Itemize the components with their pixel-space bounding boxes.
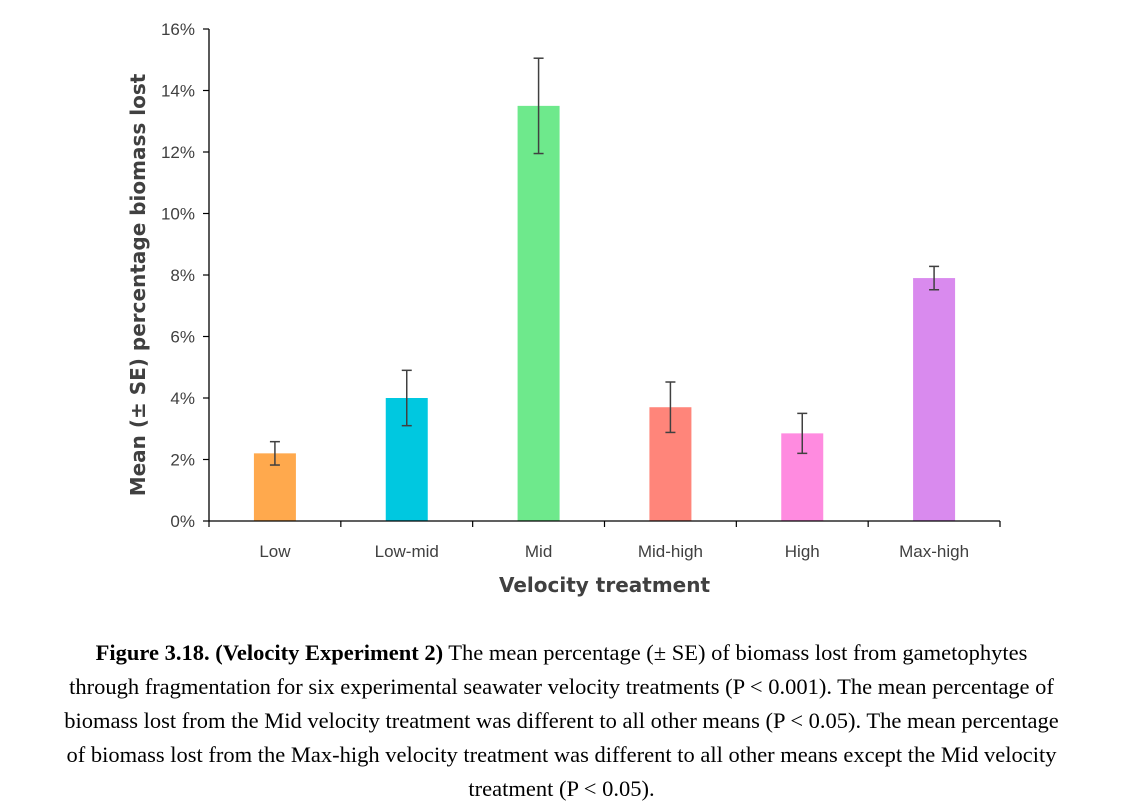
- caption-line-5: treatment (P < 0.05).: [468, 776, 655, 801]
- error-bar: [665, 381, 676, 434]
- error-bar: [269, 440, 280, 466]
- bar: [913, 278, 956, 521]
- error-bar: [401, 369, 412, 427]
- y-tick-label: 8%: [170, 266, 195, 285]
- caption-figure-label: Figure 3.18. (Velocity Experiment 2): [95, 640, 444, 665]
- x-tick-label: High: [785, 542, 820, 561]
- bars: [253, 105, 956, 521]
- caption-line-1: Figure 3.18. (Velocity Experiment 2) The…: [8, 636, 1115, 670]
- y-tick-label: 6%: [170, 328, 195, 347]
- y-axis-title: Mean (± SE) percentage biomass lost: [126, 73, 150, 496]
- figure-caption: Figure 3.18. (Velocity Experiment 2) The…: [8, 636, 1115, 806]
- caption-line-2: through fragmentation for six experiment…: [69, 674, 1054, 699]
- caption-line-3: biomass lost from the Mid velocity treat…: [64, 708, 1059, 733]
- error-bars: [269, 57, 940, 466]
- x-axis-title: Velocity treatment: [499, 573, 711, 597]
- bar-chart: 0% 2% 4% 6% 8% 10% 12% 14% 16% Low Low-mid Mid Mid-…: [126, 20, 1001, 597]
- y-axis-ticks: 0% 2% 4% 6% 8% 10% 12% 14% 16%: [161, 20, 209, 531]
- caption-line-4: of biomass lost from the Max-high veloci…: [66, 742, 1057, 767]
- x-tick-label: Mid-high: [638, 542, 703, 561]
- y-tick-label: 2%: [170, 451, 195, 470]
- error-bar: [533, 57, 544, 155]
- x-tick-label: Low: [259, 542, 291, 561]
- error-bar: [797, 412, 808, 455]
- bar: [517, 105, 560, 521]
- error-bar: [929, 265, 940, 291]
- caption-text-1: The mean percentage (± SE) of biomass lo…: [443, 640, 1028, 665]
- y-tick-label: 16%: [161, 20, 195, 39]
- y-tick-label: 12%: [161, 143, 195, 162]
- x-tick-label: Low-mid: [375, 542, 439, 561]
- x-axis-ticks: Low Low-mid Mid Mid-high High Max-high: [208, 521, 1001, 561]
- x-tick-label: Mid: [525, 542, 552, 561]
- y-tick-label: 4%: [170, 389, 195, 408]
- y-tick-label: 10%: [161, 205, 195, 224]
- y-tick-label: 0%: [170, 512, 195, 531]
- x-tick-label: Max-high: [899, 542, 969, 561]
- y-tick-label: 14%: [161, 82, 195, 101]
